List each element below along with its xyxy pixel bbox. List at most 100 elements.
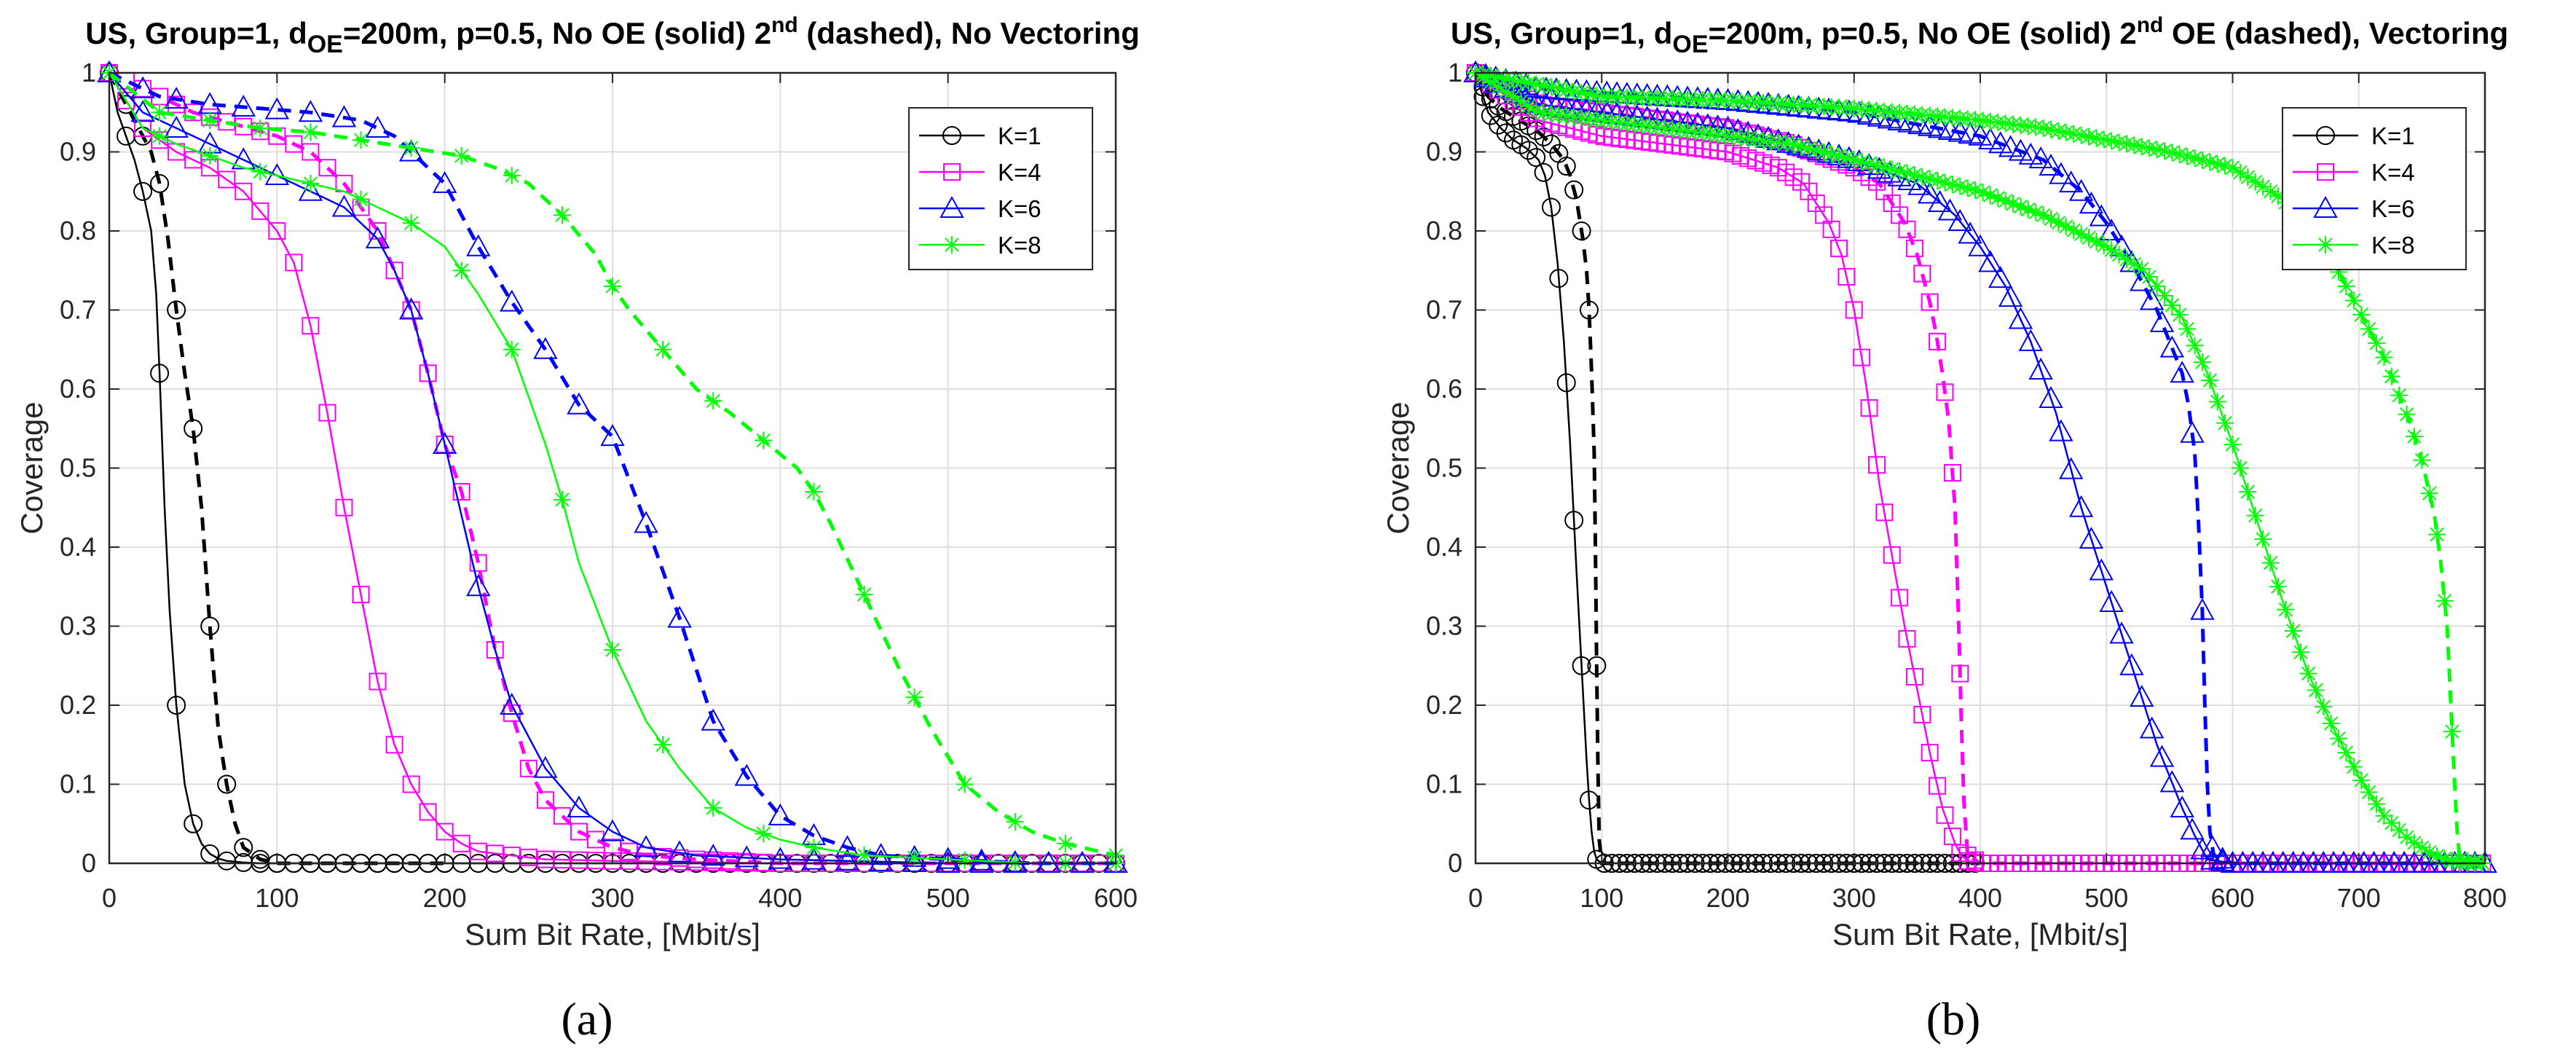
data-point-marker (2405, 833, 2423, 852)
data-point-marker (1519, 97, 1537, 115)
data-point-marker (1978, 250, 2003, 272)
legend-entry: K=4 (919, 159, 1041, 186)
data-point-marker (2170, 361, 2194, 383)
data-point-marker (1006, 813, 1024, 831)
data-point-marker (1512, 72, 1530, 90)
data-point-marker (536, 850, 554, 868)
data-point-marker (2057, 123, 2075, 141)
data-point-marker (2057, 217, 2075, 235)
data-point-marker (365, 115, 390, 138)
data-point-marker (2210, 847, 2235, 869)
data-point-marker (2103, 132, 2121, 150)
data-point-marker (1535, 104, 1553, 122)
x-tick-label: 500 (2084, 883, 2128, 913)
data-point-marker (2042, 120, 2060, 138)
data-point-marker (805, 839, 823, 857)
data-point-marker (2360, 320, 2378, 338)
y-tick-label: 0.6 (1426, 374, 1462, 404)
data-point-marker (2231, 163, 2249, 181)
data-point-marker (1815, 143, 1833, 161)
legend-marker (943, 163, 961, 181)
title-part: (dashed), No Vectoring (798, 16, 1140, 50)
data-point-marker (2178, 320, 2197, 338)
data-point-marker (2443, 723, 2461, 741)
data-point-marker (251, 202, 269, 220)
data-point-marker (164, 87, 189, 109)
data-point-marker (1489, 68, 1508, 86)
data-point-marker (868, 849, 894, 871)
panel-label: (b) (1926, 993, 1981, 1045)
y-tick-label: 0.9 (60, 137, 96, 167)
data-point-marker (235, 182, 253, 200)
data-point-marker (2208, 393, 2226, 411)
data-point-marker (835, 835, 860, 857)
data-point-marker (2186, 337, 2204, 355)
data-point-marker (1891, 589, 1909, 607)
data-point-marker (2163, 296, 2181, 314)
data-point-marker (302, 143, 320, 161)
data-point-marker (130, 100, 155, 122)
data-point-marker (1974, 184, 1992, 202)
data-point-marker (805, 483, 823, 501)
data-point-marker (2193, 353, 2211, 372)
legend-entry: K=8 (2293, 232, 2415, 259)
data-point-marker (1717, 127, 1735, 145)
data-point-marker (201, 111, 219, 130)
data-point-marker (1527, 102, 1545, 120)
data-point-marker (2277, 600, 2295, 619)
data-point-marker (1937, 198, 1963, 221)
data-point-marker (1921, 293, 1939, 311)
data-point-marker (2130, 685, 2154, 707)
data-point-marker (218, 113, 236, 131)
data-point-marker (251, 119, 269, 137)
data-point-marker (2119, 653, 2144, 675)
data-point-marker (1036, 850, 1061, 873)
data-point-marker (2099, 589, 2124, 612)
data-point-marker (452, 834, 470, 852)
data-point-marker (1565, 108, 1583, 126)
data-point-marker (2420, 843, 2438, 861)
data-point-marker (1527, 75, 1545, 93)
data-point-marker (2231, 459, 2249, 477)
data-point-marker (1958, 179, 1977, 197)
data-point-marker (1489, 78, 1508, 96)
data-point-marker (298, 178, 323, 201)
data-point-marker (1989, 189, 2007, 207)
data-point-marker (2224, 159, 2242, 177)
data-point-marker (1838, 267, 1856, 286)
data-point-marker (1829, 147, 1848, 165)
data-point-marker (2042, 210, 2060, 228)
data-point-marker (2139, 288, 2165, 310)
data-point-marker (2413, 451, 2431, 469)
data-point-marker (667, 605, 692, 628)
data-point-marker (553, 490, 571, 509)
data-point-marker (2110, 246, 2128, 264)
legend-entry: K=6 (2293, 195, 2415, 222)
data-point-marker (1998, 135, 2023, 157)
data-point-marker (419, 803, 437, 821)
data-point-marker (1527, 148, 1546, 168)
y-tick-label: 0.7 (1426, 295, 1462, 325)
data-point-marker (1792, 138, 1810, 156)
data-point-marker (567, 795, 591, 818)
data-point-marker (1709, 126, 1727, 144)
data-point-marker (2125, 136, 2143, 154)
data-point-marker (2148, 141, 2166, 159)
data-point-marker (902, 849, 927, 872)
data-point-marker (2068, 178, 2094, 201)
data-point-marker (1905, 667, 1923, 686)
data-point-marker (1542, 78, 1560, 96)
legend-marker (943, 236, 961, 254)
x-tick-label: 400 (1958, 883, 2002, 913)
data-point-marker (2155, 286, 2173, 305)
data-point-marker (2149, 745, 2175, 767)
data-point-marker (1807, 141, 1825, 160)
data-point-marker (1731, 128, 1749, 146)
y-tick-label: 0.5 (1426, 453, 1462, 483)
data-point-marker (1519, 74, 1537, 92)
data-point-marker (1497, 83, 1515, 101)
data-point-marker (1504, 87, 1522, 106)
data-point-marker (2269, 187, 2287, 205)
data-point-marker (634, 511, 658, 533)
data-point-marker (1898, 164, 1916, 182)
